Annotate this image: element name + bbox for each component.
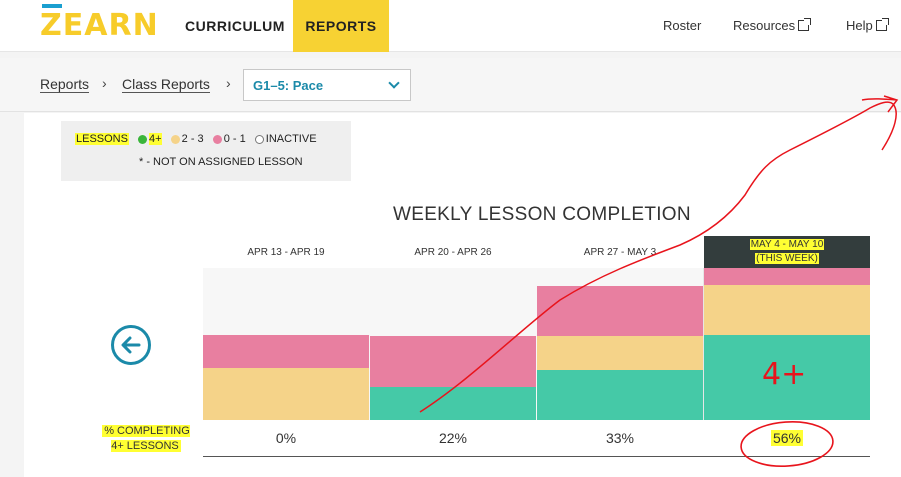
week-label-2: APR 20 - APR 26 [414, 247, 492, 258]
nav-curriculum[interactable]: CURRICULUM [185, 18, 285, 34]
breadcrumb-separator: › [102, 75, 107, 91]
nav-roster-label: Roster [663, 18, 702, 33]
legend-dot-2-3-icon [170, 134, 180, 144]
external-link-icon [875, 18, 889, 31]
breadcrumb-class-reports-link[interactable]: Class Reports [122, 76, 210, 93]
breadcrumb-reports-link[interactable]: Reports [40, 76, 90, 93]
bar-segment-week3-01 [537, 286, 703, 337]
nav-roster[interactable]: Roster [663, 0, 701, 52]
bar-segment-week3-4 [537, 369, 703, 420]
bar-segment-week4-01 [704, 268, 870, 285]
breadcrumb: Reports › Class Reports › G1–5: Pace [0, 58, 901, 112]
bar-segment-week4-23 [704, 284, 870, 335]
completion-rule [203, 456, 870, 457]
week-label-current: MAY 4 - MAY 10 (THIS WEEK) [704, 236, 870, 268]
completion-value-4-text: 56% [770, 430, 804, 446]
legend-row: LESSONS 4+ 2 - 3 0 - 1 INACTIVE [75, 133, 317, 146]
completion-value-2: 22% [438, 430, 468, 446]
week-label-1: APR 13 - APR 19 [247, 247, 325, 258]
nav-help-label: Help [846, 18, 873, 33]
top-nav: ZEARN CURRICULUM REPORTS Roster Resource… [0, 0, 901, 52]
week-label-4: MAY 4 - MAY 10 [749, 239, 825, 250]
nav-resources[interactable]: Resources [733, 0, 812, 52]
bar-segment-week3-INACTIVE [537, 268, 703, 287]
legend-label-inactive: INACTIVE [265, 133, 317, 146]
bar-segment-week1-INACTIVE [203, 268, 369, 335]
legend-dot-4plus-icon [138, 134, 148, 144]
legend-dot-0-1-icon [212, 134, 222, 144]
bar-segment-week4-4 [704, 334, 870, 420]
report-select-value: G1–5: Pace [253, 78, 324, 93]
bar-segment-week2-01 [370, 336, 536, 387]
bar-segment-week2-4 [370, 386, 536, 420]
week-label-3: APR 27 - MAY 3 [583, 247, 657, 258]
bar-segment-week2-INACTIVE [370, 268, 536, 337]
external-link-icon [798, 18, 812, 31]
logo-arrow-icon [42, 4, 62, 8]
legend-label-0-1: 0 - 1 [223, 133, 246, 146]
legend-title: LESSONS [75, 133, 129, 146]
report-select[interactable]: G1–5: Pace [243, 69, 411, 101]
legend-note: * - NOT ON ASSIGNED LESSON [139, 156, 303, 168]
completion-row-label: % COMPLETING 4+ LESSONS [96, 424, 196, 454]
arrow-left-icon [121, 336, 141, 354]
legend-dot-inactive-icon [254, 134, 264, 144]
completion-value-1: 0% [275, 430, 297, 446]
completion-value-3: 33% [605, 430, 635, 446]
bar-segment-week1-23 [203, 368, 369, 420]
bar-segment-week1-01 [203, 334, 369, 369]
nav-reports[interactable]: REPORTS [293, 0, 389, 52]
completion-row-label-text: % COMPLETING 4+ LESSONS [102, 425, 190, 452]
nav-resources-label: Resources [733, 18, 796, 33]
breadcrumb-separator: › [226, 75, 231, 91]
week-label-this-week: (THIS WEEK) [755, 253, 819, 264]
legend-label-2-3: 2 - 3 [181, 133, 204, 146]
previous-weeks-button[interactable] [111, 325, 151, 365]
lessons-legend: LESSONS 4+ 2 - 3 0 - 1 INACTIVE * - NOT … [61, 121, 351, 181]
chart-title: WEEKLY LESSON COMPLETION [393, 204, 691, 225]
bar-segment-week3-23 [537, 336, 703, 370]
chevron-down-icon [388, 77, 400, 89]
nav-help[interactable]: Help [846, 0, 889, 52]
zearn-logo[interactable]: ZEARN [40, 4, 159, 43]
completion-value-4: 56% [707, 430, 867, 446]
legend-label-4plus: 4+ [149, 133, 162, 146]
